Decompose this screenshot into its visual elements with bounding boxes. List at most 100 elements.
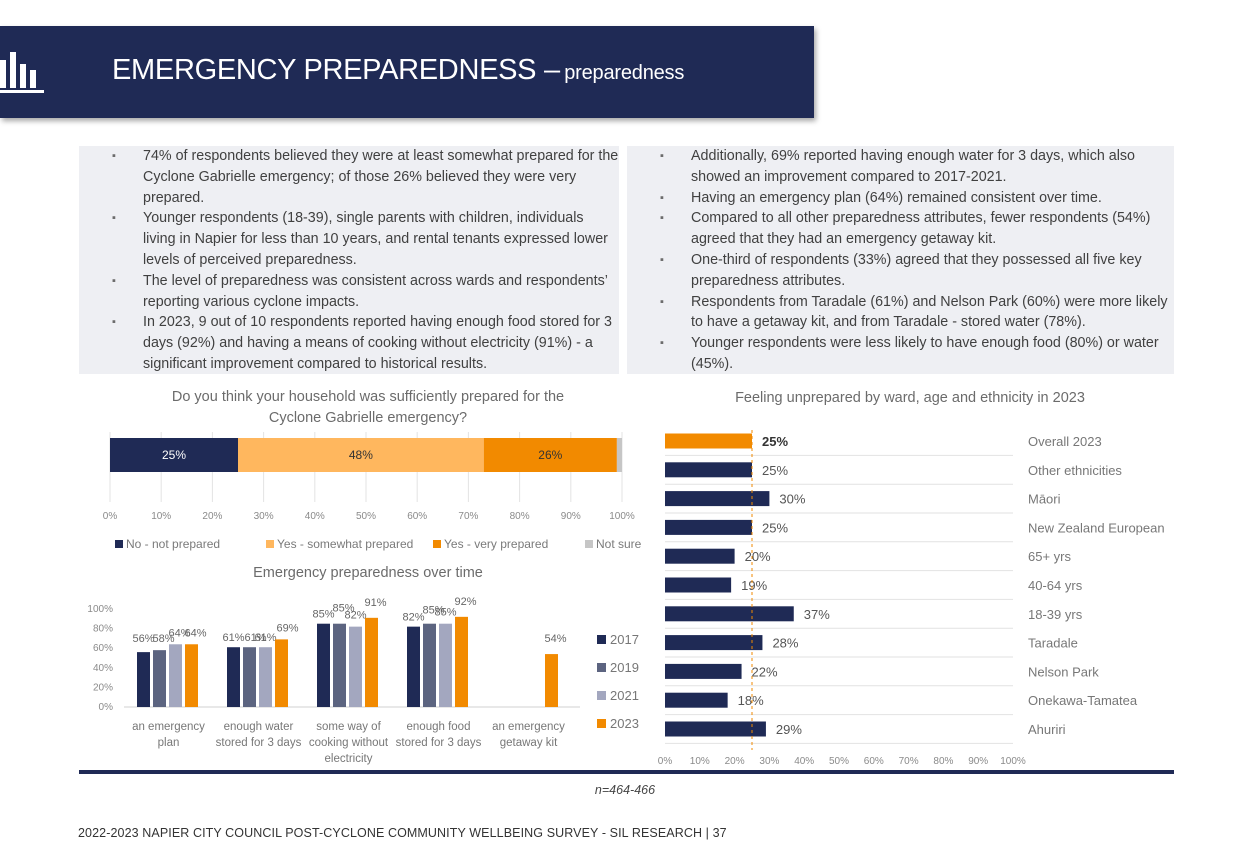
x-tick-label: 0% [658,756,673,767]
category-label: enough food [407,721,471,733]
legend-label: 2017 [610,632,639,647]
bullet-item: One-third of respondents (33%) agreed th… [660,250,1174,292]
y-tick-label: 100% [87,604,113,615]
grouped-bar [439,623,452,707]
category-label: stored for 3 days [396,737,482,749]
bar-value-label: 92% [454,596,476,608]
category-label: plan [158,737,180,749]
grouped-bar [545,654,558,707]
group-bar [665,577,732,593]
grouped-bar [423,623,436,707]
stacked-chart-title-line: Do you think your household was sufficie… [171,389,565,405]
bar-value-label: 82% [402,612,424,624]
bar-value-label: 37% [804,607,830,622]
group-category-label: 18-39 yrs [1028,607,1083,622]
page-title: EMERGENCY PREPAREDNESS – preparedness [112,54,684,87]
stacked-segment [483,438,617,472]
legend-swatch [597,663,606,672]
bar-value-label: 18% [738,693,764,708]
bar-value-label: 85% [422,605,444,617]
stacked-segment [238,438,484,472]
x-tick-label: 50% [829,756,849,767]
legend-label: Yes - somewhat prepared [277,537,413,551]
legend-label: Yes - very prepared [444,537,548,551]
legend-swatch [585,540,593,548]
title-main: EMERGENCY PREPAREDNESS – [112,54,560,86]
group-category-label: Taradale [1028,636,1078,651]
bar-value-label: 91% [364,597,386,609]
group-category-label: Other ethnicities [1028,463,1122,478]
grouped-bar [407,626,420,707]
x-tick-label: 0% [103,511,118,522]
legend-label: 2023 [610,716,639,731]
x-tick-label: 70% [899,756,919,767]
bar-value-label: 82% [344,610,366,622]
grouped-bar [243,647,256,707]
bar-value-label: 69% [276,622,298,634]
bullet-item: 74% of respondents believed they were at… [112,146,619,208]
bar-value-label: 56% [132,633,154,645]
x-tick-label: 30% [759,756,779,767]
bar-value-label: 25% [762,434,788,449]
group-bar [665,548,735,564]
group-bar [665,692,728,708]
x-tick-label: 20% [202,511,222,522]
grouped-bar [455,616,468,707]
bullets-left: 74% of respondents believed they were at… [79,146,619,374]
grouped-bar [349,626,362,707]
bar-value-label: 25% [762,520,788,535]
x-tick-label: 90% [561,511,581,522]
x-tick-label: 80% [933,756,953,767]
bullet-item: Younger respondents (18-39), single pare… [112,208,619,270]
category-label: enough water [224,721,294,733]
x-tick-label: 70% [458,511,478,522]
x-tick-label: 20% [725,756,745,767]
legend-swatch [266,540,274,548]
grouped-bar [137,652,150,707]
stacked-chart-title: Do you think your household was sufficie… [110,387,626,429]
category-label: cooking without [309,737,389,749]
x-tick-label: 30% [254,511,274,522]
group-category-label: 40-64 yrs [1028,578,1083,593]
bar-value-label: 19% [741,578,767,593]
y-tick-label: 0% [99,702,114,713]
grouped-bar [275,639,288,707]
bar-value-label: 29% [776,722,802,737]
x-tick-label: 90% [968,756,988,767]
grouped-bar [259,647,272,707]
x-tick-label: 10% [690,756,710,767]
stacked-segment [110,438,238,472]
grouped-bar [227,647,240,707]
bullet-item: In 2023, 9 out of 10 respondents reporte… [112,312,619,374]
unprepared-bar-chart: 25% Overall 2023 25% Other ethnicities 30% Mā… [658,430,1165,767]
y-tick-label: 20% [93,682,113,693]
grouped-bar [153,650,166,707]
bullet-item: The level of preparedness was consistent… [112,271,619,313]
group-bar [665,635,763,651]
group-category-label: Onekawa-Tamatea [1028,693,1138,708]
y-tick-label: 40% [93,663,113,674]
bar-value-label: 85% [434,607,456,619]
x-tick-label: 100% [1000,756,1026,767]
bottom-divider [79,770,1174,774]
legend-swatch [597,719,606,728]
y-tick-label: 80% [93,624,113,635]
bullet-item: Compared to all other preparedness attri… [660,208,1174,250]
grouped-bar [169,644,182,707]
sample-size-note: n=464-466 [594,783,656,797]
group-category-label: Māori [1028,492,1061,507]
legend-swatch [433,540,441,548]
bar-value-label: 61% [222,632,244,644]
group-bar [665,663,742,679]
bullet-item: Respondents from Taradale (61%) and Nels… [660,292,1174,334]
grouped-bar [185,644,198,707]
bar-chart-icon [0,52,44,93]
stacked-segment [616,438,622,472]
stacked-bar-chart: 25% 48% 26% 0% 10% 20% 30% 40% 50% 60% 70% 80% 90% 10… [103,432,642,551]
group-category-label: Overall 2023 [1028,434,1102,449]
page-footer: 2022-2023 NAPIER CITY COUNCIL POST-CYCLO… [78,826,727,840]
x-tick-label: 60% [407,511,427,522]
bullet-item: Additionally, 69% reported having enough… [660,146,1174,188]
x-tick-label: 10% [151,511,171,522]
legend-swatch [115,540,123,548]
